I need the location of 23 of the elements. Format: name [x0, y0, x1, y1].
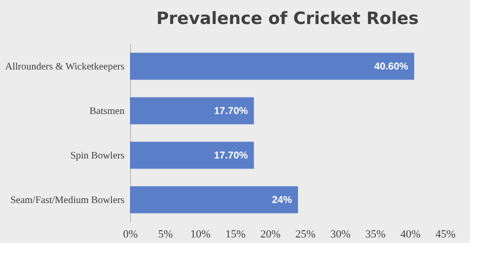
y-tick-label: Batsmen	[90, 106, 124, 117]
x-tick-label: 45%	[435, 228, 456, 240]
x-tick-label: 10%	[190, 228, 211, 240]
x-tick-label: 25%	[295, 228, 316, 240]
y-tick-label: Seam/Fast/Medium Bowlers	[10, 194, 125, 206]
x-tick-label: 15%	[225, 228, 246, 240]
x-tick-label: 20%	[260, 228, 281, 240]
bar	[130, 142, 254, 169]
chart-title: Prevalence of Cricket Roles	[156, 9, 419, 29]
bar	[130, 186, 298, 214]
y-tick-label: Spin Bowlers	[70, 150, 125, 162]
data-label: 17.70%	[214, 106, 248, 117]
data-label: 40.60%	[374, 61, 408, 72]
bar	[130, 97, 254, 124]
bar	[130, 52, 414, 80]
data-label: 24%	[272, 194, 292, 206]
x-tick-label: 35%	[365, 228, 386, 240]
x-tick-label: 40%	[400, 228, 421, 240]
data-label: 17.70%	[214, 150, 248, 162]
x-tick-label: 0%	[123, 228, 138, 240]
x-tick-label: 5%	[158, 228, 173, 240]
x-tick-label: 30%	[330, 228, 351, 240]
y-tick-label: Allrounders & Wicketkeepers	[5, 61, 125, 72]
